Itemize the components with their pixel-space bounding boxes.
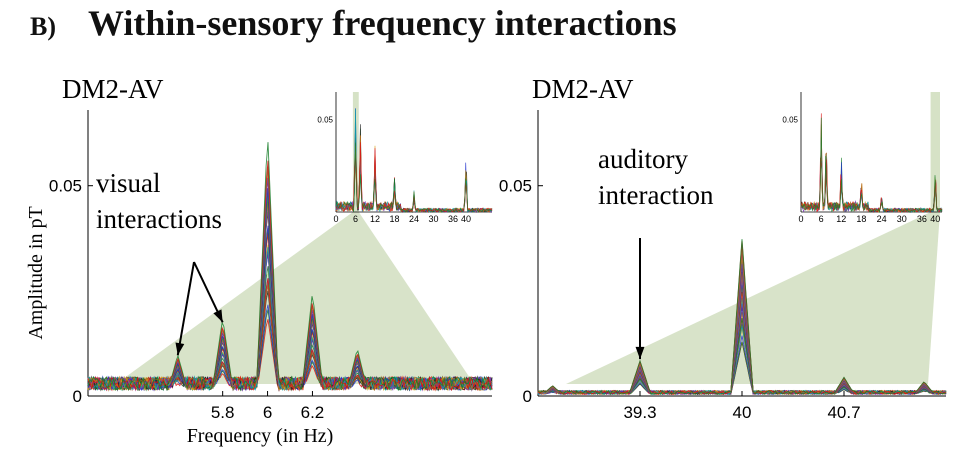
inset-x-tick-label: 6 [353, 214, 358, 224]
x-tick-label: 39.3 [623, 403, 656, 422]
chart-panel-2: 0 0.05 39.3 40 40.7 DM2-AV auditory interaction… [499, 74, 947, 422]
inset-y-tick-label: 0.05 [782, 116, 798, 125]
panel-title: DM2-AV [532, 74, 634, 104]
inset-x-tick-label: 6 [819, 214, 824, 224]
arrow-head [213, 309, 223, 323]
inset-series-line [335, 142, 493, 213]
inset-x-tick-label: 0 [798, 214, 803, 224]
annotation-arrow [176, 261, 195, 356]
x-tick-label: 40.7 [827, 403, 860, 422]
annotation-text: interactions [96, 204, 222, 234]
inset-x-tick-label: 12 [370, 214, 380, 224]
inset-highlight-band [930, 92, 940, 212]
x-tick-label: 40 [733, 403, 752, 422]
y-tick-label: 0 [73, 387, 82, 406]
inset-x-tick-label: 36 [448, 214, 458, 224]
annotation-text: visual [96, 168, 161, 198]
x-tick-label: 5.8 [211, 403, 235, 422]
inset-x-tick-label: 36 [917, 214, 927, 224]
panel-label: B) [30, 12, 56, 41]
inset-x-tick-label: 30 [428, 214, 438, 224]
x-tick-label: 6.2 [301, 403, 325, 422]
figure-title: Within-sensory frequency interactions [88, 3, 677, 43]
inset-x-tick-label: 0 [333, 214, 338, 224]
chart-panel-1: 0 0.05 5.8 6 6.2 DM2-AV Amplitude in pT Frequen… [25, 74, 493, 447]
inset-x-tick-label: 18 [389, 214, 399, 224]
inset-x-tick-label: 12 [836, 214, 846, 224]
inset-y-tick-label: 0.05 [317, 116, 333, 125]
figure-heading: B) Within-sensory frequency interactions [30, 2, 677, 44]
series-line [537, 239, 947, 396]
inset-series-line [800, 117, 943, 214]
arrow-head [175, 342, 185, 356]
inset-background [801, 92, 942, 212]
y-tick-label: 0.05 [49, 177, 82, 196]
y-tick-label: 0.05 [499, 177, 532, 196]
arrow-head [635, 346, 645, 360]
annotation-text: interaction [598, 180, 714, 210]
inset-x-tick-label: 30 [897, 214, 907, 224]
series-line [87, 160, 493, 392]
x-tick-label: 6 [263, 403, 272, 422]
zoom-cone [116, 212, 474, 384]
annotation-text: auditory [598, 144, 688, 174]
y-axis-label: Amplitude in pT [25, 206, 47, 339]
series-line [87, 142, 493, 392]
inset-x-tick-label: 40 [930, 214, 940, 224]
zoom-cone [566, 212, 940, 384]
y-tick-label: 0 [523, 387, 532, 406]
panel-title: DM2-AV [62, 74, 164, 104]
x-axis-label: Frequency (in Hz) [187, 425, 334, 447]
inset-x-tick-label: 24 [877, 214, 887, 224]
inset-x-tick-label: 40 [461, 214, 471, 224]
inset-x-tick-label: 24 [409, 214, 419, 224]
inset-x-tick-label: 18 [856, 214, 866, 224]
